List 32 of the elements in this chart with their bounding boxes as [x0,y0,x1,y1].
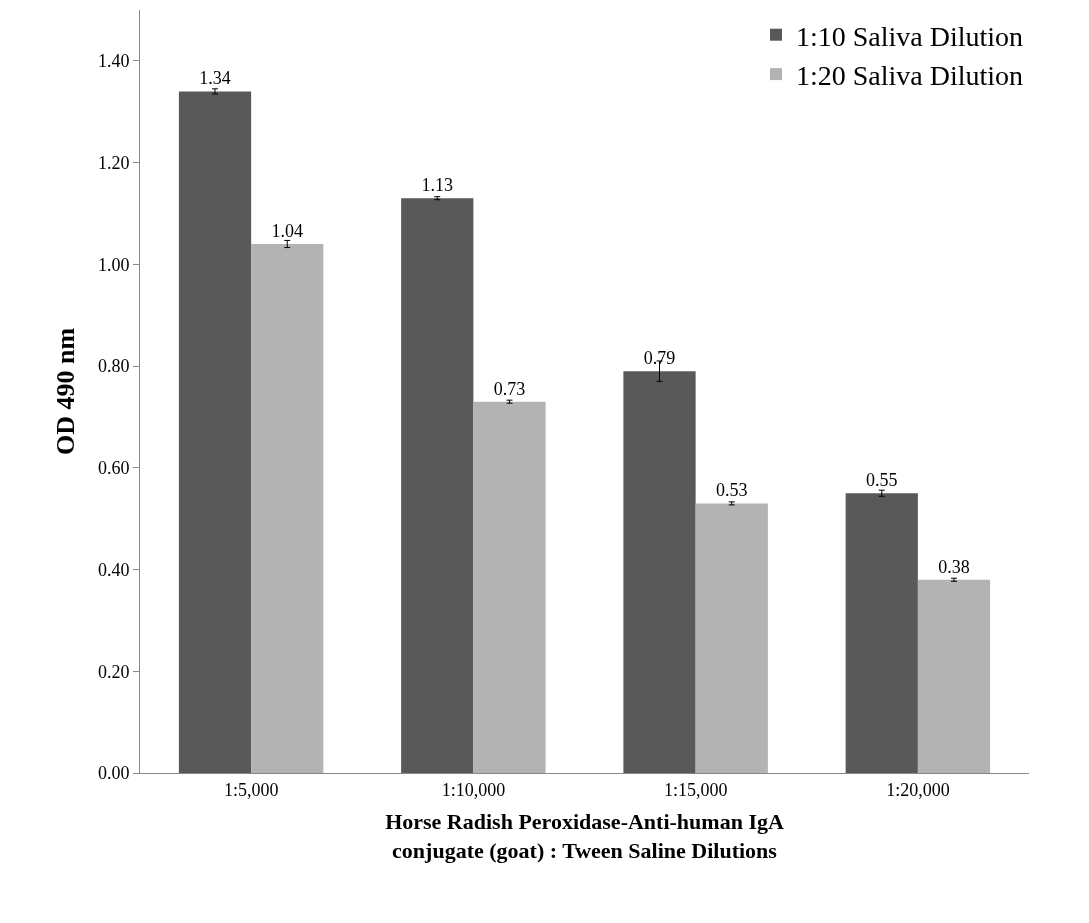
y-tick-label: 0.20 [97,661,130,682]
y-tick-label: 1.20 [97,152,130,173]
bar [845,493,918,773]
y-tick-label: 0.00 [97,763,130,784]
x-axis-title: Horse Radish Peroxidase-Anti-human IgA conjugate (goat) : Tween Saline Dilutions [385,809,784,864]
data-label: 0.79 [643,348,676,369]
y-tick-label: 0.80 [97,356,130,377]
y-axis-title: OD 490 nm [51,327,81,456]
y-tick-label: 1.00 [97,254,130,275]
x-tick-label: 1:10,000 [441,779,506,800]
x-tick-label: 1:15,000 [663,779,728,800]
data-label: 0.53 [715,480,748,501]
bar [917,579,991,773]
data-label: 0.55 [866,470,898,491]
data-label: 1.04 [271,220,303,241]
bar [623,371,696,773]
y-tick-label: 1.40 [97,51,130,72]
data-label: 1.13 [421,175,454,196]
bar [695,503,768,773]
data-label: 0.73 [493,378,526,399]
data-label: 1.34 [199,68,231,89]
bar [178,91,252,773]
legend-label: 1:10 Saliva Dilution [796,20,1024,52]
bar [401,198,474,773]
legend-label: 1:20 Saliva Dilution [796,60,1024,92]
y-tick-label: 0.40 [97,559,130,580]
bar [251,243,324,773]
x-tick-label: 1:5,000 [223,779,279,800]
x-tick-label: 1:20,000 [886,779,950,800]
bar [473,401,546,773]
y-tick-label: 0.60 [97,458,130,479]
data-label: 0.38 [938,556,970,577]
